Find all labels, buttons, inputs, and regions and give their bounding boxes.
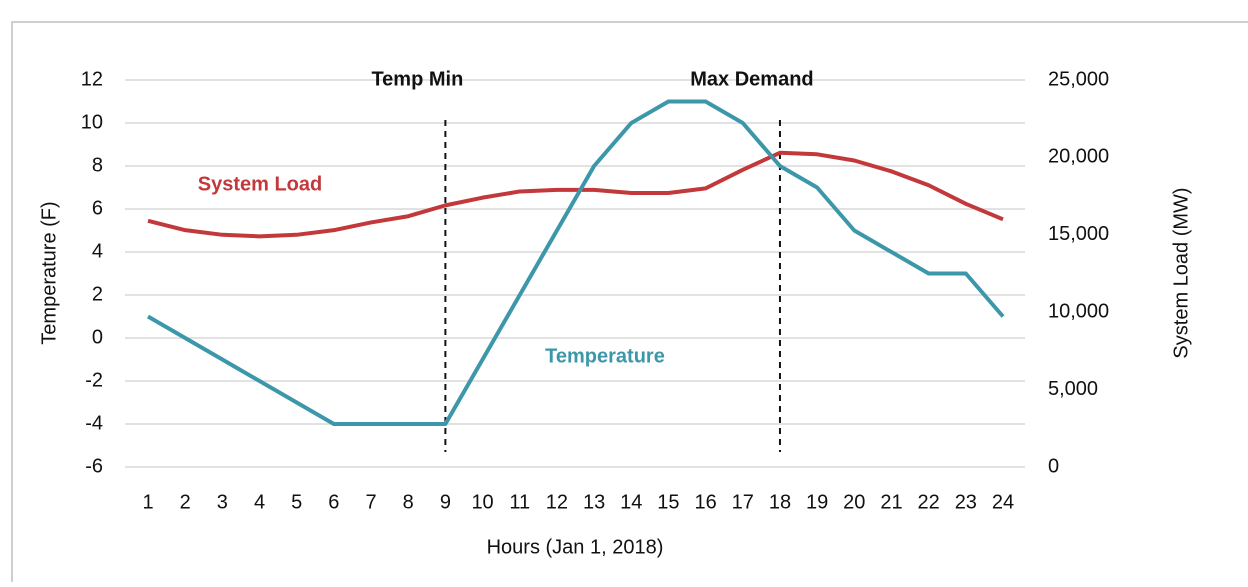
frame [11,21,1248,587]
x-tick-label: 22 [918,491,940,513]
x-tick-label: 18 [769,491,791,513]
x-tick-label: 11 [509,491,530,513]
y-tick-label: 8 [92,154,103,176]
series-label: Temperature [545,345,665,367]
x-tick-label: 17 [732,491,754,513]
y-tick-label: 2 [92,283,103,305]
y-tick-label: -2 [85,369,103,391]
x-tick-label: 14 [620,491,642,513]
x-tick-label: 9 [440,491,451,513]
x-axis-title: Hours (Jan 1, 2018) [487,536,664,558]
series-line [146,99,1005,426]
y2-tick-label: 10,000 [1048,300,1109,322]
x-tick-label: 7 [365,491,376,513]
x-tick-label: 19 [806,491,828,513]
y-tick-label: 4 [92,240,103,262]
x-tick-label: 8 [403,491,414,513]
x-tick-label: 21 [880,491,902,513]
x-tick-label: 13 [583,491,605,513]
y2-tick-label: 15,000 [1048,223,1109,245]
y-tick-label: 6 [92,197,103,219]
x-tick-label: 1 [142,491,153,513]
x-tick-label: 16 [694,491,716,513]
x-tick-label: 6 [328,491,339,513]
y-tick-label: -6 [85,455,103,477]
y-tick-label: 0 [92,326,103,348]
x-tick-label: 20 [843,491,865,513]
x-tick-label: 4 [254,491,265,513]
y2-tick-label: 25,000 [1048,68,1109,90]
series-label: System Load [198,173,322,195]
y-tick-label: 10 [81,111,103,133]
x-tick-label: 12 [546,491,568,513]
x-tick-label: 5 [291,491,302,513]
x-tick-label: 15 [657,491,679,513]
annotation: Temp Min [371,68,463,90]
y-axis-title: Temperature (F) [38,201,60,344]
y2-tick-label: 0 [1048,455,1059,477]
y2-axis-title: System Load (MW) [1170,187,1192,358]
annotation: Max Demand [690,68,813,90]
x-tick-label: 2 [180,491,191,513]
y-tick-label: -4 [85,412,103,434]
y2-tick-label: 20,000 [1048,146,1109,168]
x-tick-label: 3 [217,491,228,513]
y-tick-label: 12 [81,68,103,90]
x-tick-label: 10 [471,491,493,513]
x-tick-label: 24 [992,491,1014,513]
x-tick-label: 23 [955,491,977,513]
series-line [147,150,1004,239]
y2-tick-label: 5,000 [1048,378,1098,400]
